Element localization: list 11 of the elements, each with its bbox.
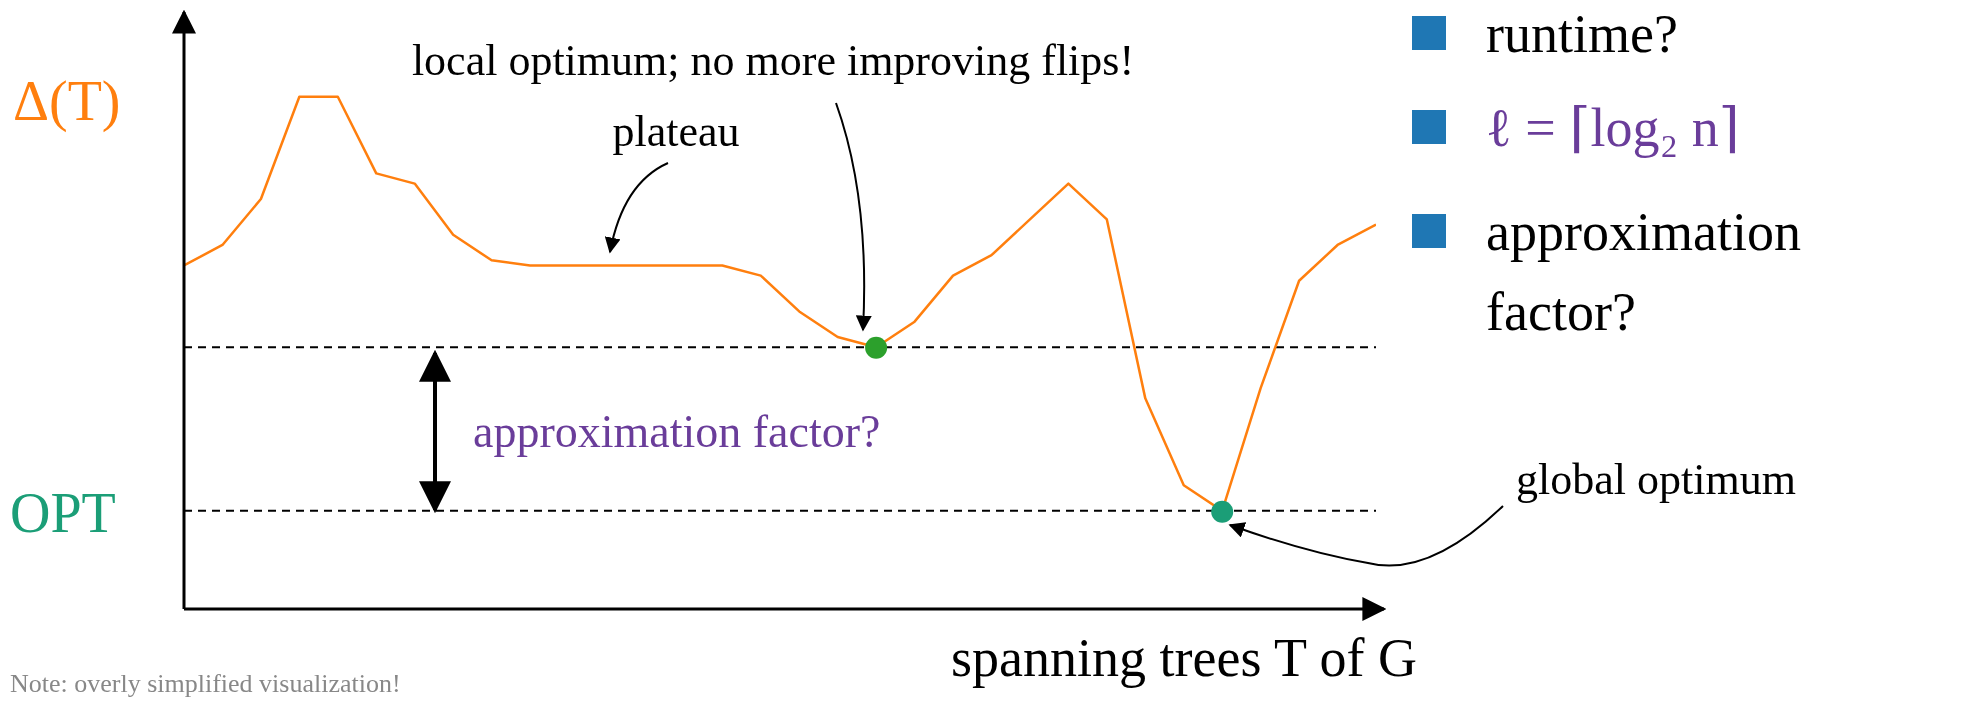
x-axis-title: spanning trees T of G — [951, 628, 1417, 688]
y-axis-title: Δ(T) — [13, 70, 121, 133]
annotation: plateau — [612, 107, 740, 156]
ref-line-label: OPT — [10, 481, 116, 544]
text: global optimum — [1516, 455, 1796, 504]
text: local optimum; no more improving flips! — [411, 36, 1135, 85]
text: ℓ = ⌈log₂ n⌉ — [1486, 98, 1740, 158]
text: runtime? — [1486, 4, 1678, 64]
annotation: approximation factor? — [473, 406, 881, 457]
text: Note: overly simplified visualization! — [10, 669, 401, 698]
text: approximation factor? — [1486, 202, 1801, 342]
